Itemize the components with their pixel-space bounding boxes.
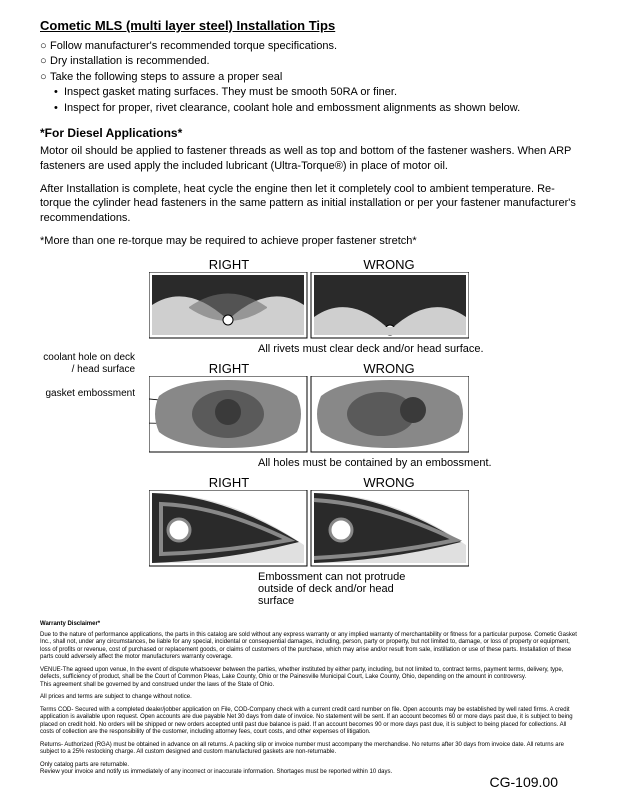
svg-emboss — [149, 490, 469, 568]
disc-4: All prices and terms are subject to chan… — [40, 694, 578, 702]
diagram-emboss: RIGHT WRONG Embossment can not protrude … — [40, 475, 578, 607]
label-right-1: RIGHT — [149, 257, 309, 272]
label-wrong-3: WRONG — [309, 475, 469, 490]
caption-3: Embossment can not protrude outside of d… — [40, 571, 410, 607]
disc-2: VENUE-The agreed upon venue, In the even… — [40, 667, 578, 690]
sub-2: Inspect for proper, rivet clearance, coo… — [64, 101, 520, 116]
bullet-1: Follow manufacturer's recommended torque… — [50, 39, 337, 54]
diesel-p2: After Installation is complete, heat cyc… — [40, 182, 578, 227]
disc-6: Returns- Authorized (RGA) must be obtain… — [40, 742, 578, 757]
svg-holes — [149, 376, 469, 454]
diesel-p3: *More than one re-torque may be required… — [40, 234, 578, 249]
label-right-2: RIGHT — [149, 361, 309, 376]
disc-5: Terms COD- Secured with a completed deal… — [40, 707, 578, 737]
label-coolant: coolant hole on deck / head surface — [40, 352, 135, 376]
diesel-p1: Motor oil should be applied to fastener … — [40, 144, 578, 174]
label-gasket: gasket embossment — [40, 388, 135, 400]
label-wrong-2: WRONG — [309, 361, 469, 376]
caption-2: All holes must be contained by an emboss… — [40, 457, 578, 469]
page-code: CG-109.00 — [490, 774, 558, 790]
warranty-disclaimer: Warranty Disclaimer* Due to the nature o… — [40, 621, 578, 777]
label-right-3: RIGHT — [149, 475, 309, 490]
svg-rivets — [149, 272, 469, 340]
diagram-holes: RIGHT WRONG All holes must be contained … — [40, 361, 578, 469]
bullet-list: ○Follow manufacturer's recommended torqu… — [40, 39, 578, 116]
disc-1: Due to the nature of performance applica… — [40, 632, 578, 662]
sub-1: Inspect gasket mating surfaces. They mus… — [64, 85, 397, 100]
diagram-rivets: RIGHT WRONG All rivets must clear deck a… — [40, 257, 578, 355]
bullet-2: Dry installation is recommended. — [50, 54, 210, 69]
label-wrong-1: WRONG — [309, 257, 469, 272]
doc-title: Cometic MLS (multi layer steel) Installa… — [40, 18, 578, 33]
diesel-head: *For Diesel Applications* — [40, 126, 578, 140]
bullet-3: Take the following steps to assure a pro… — [50, 70, 282, 85]
disclaimer-head: Warranty Disclaimer* — [40, 621, 578, 629]
